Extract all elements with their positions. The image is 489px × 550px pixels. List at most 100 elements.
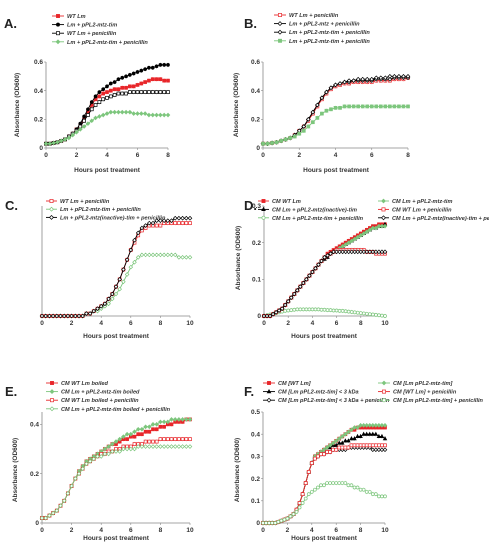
data-point — [279, 138, 283, 143]
legend-marker — [381, 207, 386, 212]
data-point — [161, 444, 167, 449]
data-point — [355, 443, 360, 448]
data-point — [173, 437, 178, 441]
legend-marker — [50, 398, 54, 403]
legend: WT Lm Lm + pPL2-mtz-tim WT Lm + penicillin… — [52, 14, 148, 46]
series-line — [264, 225, 385, 317]
data-point — [319, 95, 325, 101]
data-point — [383, 75, 388, 81]
data-point — [279, 518, 284, 523]
data-point — [102, 451, 108, 457]
data-point — [361, 231, 367, 236]
data-point — [166, 63, 170, 67]
data-point — [292, 307, 297, 312]
series-2 — [44, 62, 170, 146]
data-point — [128, 446, 134, 452]
data-point — [352, 443, 357, 448]
data-point — [319, 483, 323, 488]
data-point — [370, 423, 376, 428]
data-point — [97, 100, 102, 104]
data-point — [361, 431, 366, 436]
data-point — [95, 306, 100, 311]
data-point — [169, 444, 174, 449]
data-point — [146, 112, 152, 118]
data-point — [188, 437, 192, 441]
data-point — [162, 437, 166, 441]
data-point — [86, 113, 90, 117]
data-point — [84, 311, 89, 316]
data-point — [158, 252, 163, 258]
y-tick-label: 0.6 — [251, 59, 260, 66]
data-point — [379, 433, 385, 438]
data-point — [124, 91, 128, 96]
data-point — [327, 443, 333, 448]
data-point — [347, 104, 351, 109]
data-point — [150, 112, 156, 118]
data-point — [58, 503, 63, 509]
series-line — [42, 418, 190, 519]
data-point — [388, 104, 392, 109]
data-point — [87, 459, 93, 464]
legend-entry: CM [WT Lm] + penicillin — [393, 390, 457, 396]
data-point — [364, 490, 369, 494]
data-point — [328, 481, 332, 485]
data-point — [387, 74, 393, 79]
legend-entry: CM [Lm pPL2-mtz-tim] — [393, 381, 453, 387]
data-point — [172, 252, 178, 258]
data-point — [273, 310, 279, 315]
legend: CM WT Lm boiled CM Lm + pPL2-mtz-tim boil… — [46, 381, 171, 413]
data-point — [298, 307, 303, 312]
data-point — [180, 255, 185, 260]
legend-entry: Lm + pPL2-mtz(inactive)-tim + penicillin — [60, 215, 166, 221]
data-point — [128, 247, 134, 253]
data-point — [370, 443, 375, 448]
data-point — [98, 454, 104, 459]
data-point — [143, 444, 148, 449]
data-point — [370, 447, 376, 453]
data-point — [154, 444, 159, 449]
data-point — [376, 223, 382, 229]
data-point — [188, 221, 192, 225]
data-point — [106, 451, 111, 457]
data-point — [154, 64, 159, 69]
data-point — [361, 443, 366, 448]
series-1 — [262, 222, 387, 319]
data-point — [106, 296, 111, 302]
data-point — [261, 313, 267, 319]
data-point — [355, 249, 361, 255]
x-tick-label: 0 — [261, 152, 265, 159]
data-point — [369, 76, 375, 82]
data-point — [343, 445, 348, 450]
data-point — [165, 218, 171, 223]
data-point — [143, 90, 147, 94]
data-point — [147, 252, 152, 258]
data-point — [334, 447, 339, 452]
x-tick-label: 10 — [186, 527, 194, 534]
data-point — [392, 104, 397, 109]
x-tick-label: 8 — [359, 527, 363, 534]
data-point — [352, 436, 357, 441]
data-point — [154, 439, 159, 444]
data-point — [333, 438, 339, 444]
y-tick-label: 0 — [256, 145, 260, 152]
data-point — [86, 107, 90, 112]
data-point — [313, 487, 317, 492]
data-point — [106, 301, 111, 307]
data-point — [101, 87, 106, 92]
data-point — [117, 436, 122, 442]
x-tick-label: 0 — [40, 527, 44, 534]
data-point — [97, 114, 102, 119]
data-point — [373, 225, 379, 231]
data-point — [288, 295, 294, 300]
legend-marker — [381, 215, 386, 221]
data-point — [112, 87, 117, 92]
data-point — [352, 485, 357, 490]
data-point — [147, 65, 151, 70]
data-point — [328, 450, 332, 454]
data-point — [307, 273, 312, 278]
data-point — [125, 437, 129, 441]
data-point — [73, 476, 78, 481]
data-point — [367, 490, 372, 494]
data-point — [297, 501, 302, 505]
data-point — [333, 106, 338, 110]
